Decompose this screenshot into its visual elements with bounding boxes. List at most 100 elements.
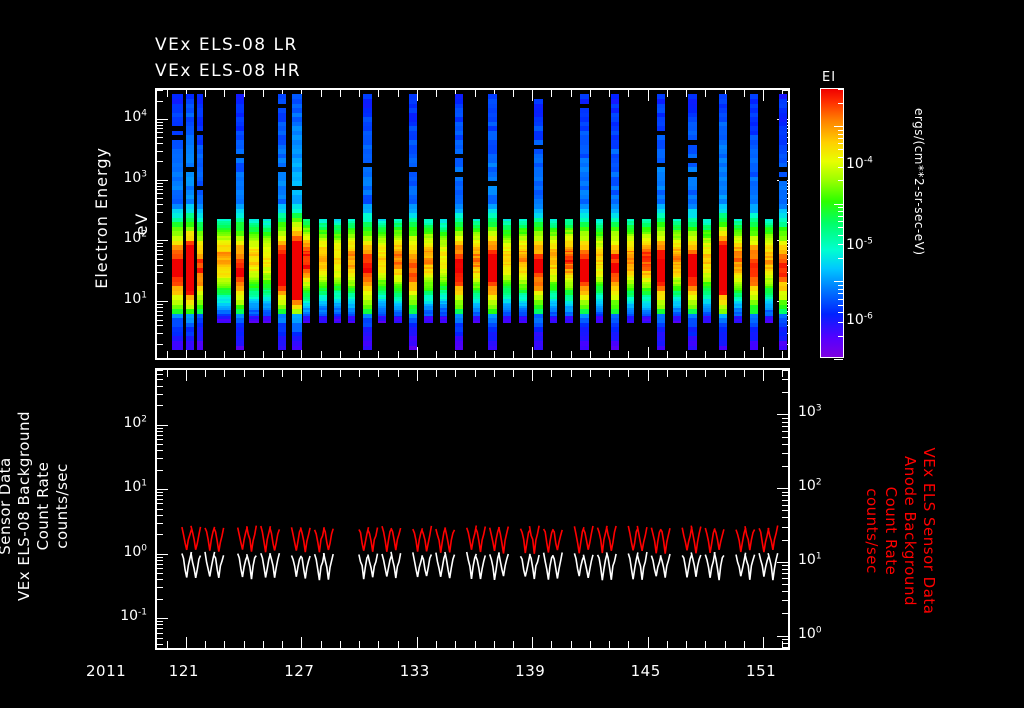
spectrogram-bin	[424, 222, 433, 225]
spectrogram-bin	[262, 281, 271, 284]
spectrogram-bin	[303, 218, 310, 221]
spectrogram-bin	[472, 272, 481, 275]
spectrogram-bin	[611, 294, 620, 300]
axis-tick	[782, 443, 788, 445]
spectrogram-bin	[672, 303, 681, 307]
spectrogram-bin	[718, 130, 727, 136]
spectrogram-bin	[347, 237, 356, 240]
spectrogram-bin	[703, 272, 711, 275]
spectrogram-bin	[378, 250, 386, 253]
spectrogram-bin	[291, 98, 303, 104]
axis-tick	[570, 90, 572, 97]
spectrogram-bin	[362, 281, 372, 287]
spectrogram-bin	[334, 229, 341, 233]
spectrogram-bin	[518, 253, 527, 257]
spectrogram-bin	[303, 275, 310, 279]
axis-tick	[157, 304, 163, 306]
spectrogram-bin	[580, 290, 589, 296]
spectrogram-bin	[503, 242, 511, 246]
spectrogram-bin	[626, 311, 635, 314]
spectrogram-bin	[564, 246, 574, 249]
spectrogram-column	[564, 90, 574, 358]
spectrogram-bin	[393, 229, 402, 233]
spectrogram-bin	[393, 222, 402, 225]
spectrogram-bin	[249, 233, 260, 236]
spectrogram-bin	[185, 162, 194, 168]
spectrogram-bin	[216, 237, 232, 240]
spectrogram-bin	[657, 217, 665, 223]
axis-tick	[782, 421, 788, 423]
spectrogram-bin	[262, 246, 271, 249]
spectrogram-bin	[249, 307, 260, 310]
background-rate-left-axis-title: Sensor Data VEx ELS-08 Background Count Ra…	[0, 356, 72, 656]
spectrogram-bin	[291, 116, 303, 122]
spectrogram-bin	[393, 224, 402, 227]
spectrogram-bin	[534, 185, 543, 191]
spectrogram-bin	[672, 301, 681, 305]
spectrogram-bin	[262, 238, 271, 242]
spectrogram-bin	[503, 261, 511, 264]
spectrogram-bin	[749, 322, 759, 328]
axis-tick	[157, 203, 163, 205]
spectrogram-bin	[487, 303, 497, 310]
spectrogram-bin	[487, 207, 497, 214]
spectrogram-bin	[334, 294, 341, 297]
spectrogram-bin	[409, 198, 417, 204]
spectrogram-bin	[455, 194, 464, 200]
spectrogram-bin	[378, 285, 386, 288]
spectrogram-bin	[235, 130, 244, 136]
spectrogram-bin	[172, 303, 183, 310]
spectrogram-bin	[778, 335, 787, 342]
spectrogram-bin	[534, 125, 543, 131]
spectrogram-bin	[216, 261, 232, 264]
axis-tick	[782, 578, 788, 580]
spectrogram-bin	[718, 98, 727, 104]
spectrogram-bin	[657, 281, 665, 287]
spectrogram-bin	[626, 263, 635, 266]
spectrogram-bin	[487, 322, 497, 328]
spectrogram-bin	[378, 248, 386, 251]
spectrogram-bin	[534, 340, 543, 346]
spectrogram-bin	[235, 244, 244, 250]
spectrogram-bin	[378, 257, 386, 260]
spectrogram-bin	[657, 98, 665, 104]
spectrogram-bin	[455, 322, 464, 328]
spectrogram-bin	[334, 285, 341, 288]
spectrogram-bin	[378, 275, 386, 279]
spectrogram-bin	[611, 157, 620, 163]
spectrogram-bin	[347, 255, 356, 259]
spectrogram-bin	[303, 279, 310, 283]
spectrogram-bin	[778, 121, 787, 127]
spectrogram-bin	[334, 231, 341, 234]
spectrogram-bin	[334, 264, 341, 268]
spectrogram-bin	[378, 224, 386, 227]
spectrogram-bin	[518, 225, 527, 229]
spectrogram-bin	[749, 171, 759, 177]
spectrogram-bin	[749, 185, 759, 191]
spectrogram-bin	[172, 276, 183, 282]
spectrogram-bin	[534, 249, 543, 255]
spectrogram-bin	[595, 275, 604, 279]
spectrogram-bin	[688, 322, 697, 328]
spectrogram-bin	[424, 259, 433, 262]
spectrogram-bin	[424, 313, 433, 316]
spectrogram-bin	[564, 318, 574, 322]
spectrogram-bin	[580, 258, 589, 264]
spectrogram-bin	[439, 227, 448, 231]
spectrogram-bin	[439, 277, 448, 281]
spectrogram-bin	[362, 134, 372, 141]
spectrogram-bin	[393, 240, 402, 244]
axis-tick	[157, 508, 163, 510]
spectrogram-bin	[185, 235, 194, 241]
spectrogram-bin	[424, 233, 433, 236]
spectrogram-bin	[734, 307, 742, 310]
spectrogram-bin	[657, 276, 665, 282]
spectrogram-bin	[291, 326, 303, 332]
spectrogram-bin	[378, 240, 386, 244]
spectrogram-bin	[518, 277, 527, 281]
axis-tick	[157, 514, 163, 516]
spectrogram-column	[534, 90, 543, 358]
spectrogram-bin	[347, 222, 356, 225]
spectrogram-bin	[765, 272, 773, 275]
spectrogram-bin	[503, 259, 511, 262]
